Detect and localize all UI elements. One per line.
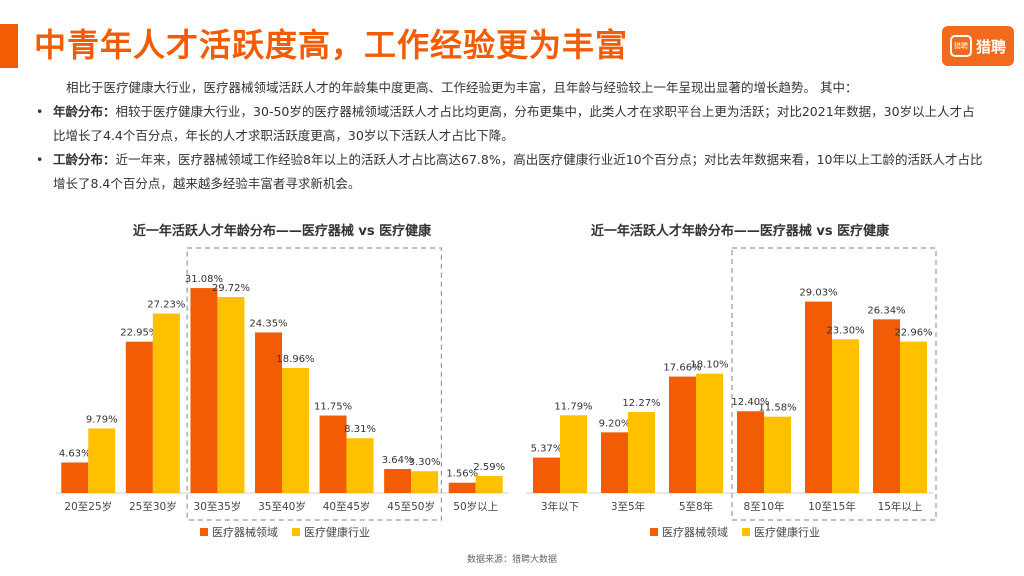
x-tick-label: 10至15年 (808, 500, 856, 513)
data-label: 26.34% (867, 305, 905, 316)
x-tick-label: 15年以上 (878, 500, 923, 513)
bar-device (125, 341, 153, 493)
bullet-dot-icon: • (36, 104, 44, 119)
bar-health (152, 313, 180, 493)
bar-health (900, 341, 927, 493)
data-label: 24.35% (249, 318, 287, 329)
age-distribution-chart: 近一年活跃人才年龄分布——医疗器械 vs 医疗健康 4.63% 9.79% 20至25… (46, 214, 516, 544)
data-label: 29.03% (799, 288, 837, 299)
x-tick-label: 30至35岁 (194, 500, 242, 513)
bar-device (737, 411, 764, 493)
legend-swatch (742, 528, 750, 536)
bar-health (764, 416, 791, 493)
data-label: 1.56% (446, 469, 478, 480)
x-tick-label: 20至25岁 (64, 500, 112, 513)
legend-label: 医疗器械领域 (212, 525, 278, 539)
legend-label: 医疗器械领域 (662, 525, 728, 539)
bullet-experience: • 工龄分布：近一年来，医疗器械领域工作经验8年以上的活跃人才占比高达67.8%… (36, 148, 986, 196)
bullet-heading: 年龄分布 (53, 104, 104, 119)
data-source: 数据来源：猎聘大数据 (466, 555, 557, 565)
title-accent-bar (0, 24, 18, 68)
bar-device (319, 415, 347, 493)
x-tick-label: 35至40岁 (258, 500, 306, 513)
data-label: 17.66% (663, 363, 701, 374)
bar-device (255, 332, 282, 493)
data-label: 31.08% (185, 274, 223, 285)
x-tick-label: 50岁以上 (453, 500, 498, 513)
bar-health (346, 438, 374, 493)
data-label: 11.79% (554, 401, 592, 412)
data-label: 22.95% (120, 328, 158, 339)
bar-device (190, 288, 218, 493)
bar-device (448, 482, 476, 493)
highlight-box (731, 247, 937, 521)
bar-health (832, 339, 859, 493)
data-label: 11.75% (314, 402, 352, 413)
brand-logo: 猎聘 猎聘 (942, 26, 1014, 66)
bar-health (411, 471, 439, 493)
legend-swatch (200, 528, 208, 536)
data-label: 27.23% (147, 299, 185, 310)
bar-device (669, 376, 696, 493)
bullet-dot-icon: • (36, 152, 44, 167)
bar-health (628, 412, 655, 493)
bar-device (873, 319, 900, 493)
x-tick-label: 3至5年 (611, 500, 645, 513)
bullet-age: • 年龄分布：相较于医疗健康大行业，30-50岁的医疗器械领域活跃人才占比均更高… (36, 100, 986, 148)
bar-health (282, 367, 309, 493)
x-tick-label: 25至30岁 (129, 500, 177, 513)
x-tick-label: 3年以下 (541, 500, 579, 513)
experience-chart-svg: 近一年活跃人才年龄分布——医疗器械 vs 医疗健康 5.37% 11.79% 3年以下… (526, 223, 937, 539)
data-label: 4.63% (59, 448, 91, 459)
bar-health (560, 415, 587, 493)
x-tick-label: 40至45岁 (323, 500, 371, 513)
logo-text: 猎聘 (975, 37, 1006, 56)
x-tick-label: 5至8年 (679, 500, 713, 513)
logo-icon: 猎聘 (949, 35, 972, 57)
age-chart-svg: 近一年活跃人才年龄分布——医疗器械 vs 医疗健康 4.63% 9.79% 20至25… (56, 223, 508, 539)
experience-distribution-chart: 近一年活跃人才年龄分布——医疗器械 vs 医疗健康 5.37% 11.79% 3年以下… (516, 214, 976, 544)
data-label: 12.40% (731, 397, 769, 408)
bullet-separator: ： (103, 104, 116, 119)
data-label: 18.96% (276, 354, 314, 365)
intro-paragraph: 相比于医疗健康大行业，医疗器械领域活跃人才的年龄集中度更高、工作经验更为丰富，且… (66, 80, 858, 95)
chart-title: 近一年活跃人才年龄分布——医疗器械 vs 医疗健康 (133, 223, 432, 239)
chart-title: 近一年活跃人才年龄分布——医疗器械 vs 医疗健康 (591, 223, 890, 239)
data-label: 8.31% (344, 424, 376, 435)
bar-health (696, 373, 723, 493)
data-label: 9.20% (599, 418, 631, 429)
page-title: 中青年人才活跃度高，工作经验更为丰富 (34, 26, 629, 64)
bullet-text: 相较于医疗健康大行业，30-50岁的医疗器械领域活跃人才占比均更高，分布更集中，… (53, 104, 975, 143)
bar-device (533, 457, 560, 493)
data-label: 12.27% (622, 398, 660, 409)
summary-text: 相比于医疗健康大行业，医疗器械领域活跃人才的年龄集中度更高、工作经验更为丰富，且… (36, 76, 986, 196)
legend-label: 医疗健康行业 (754, 525, 820, 539)
bar-device (601, 432, 628, 493)
data-label: 2.59% (473, 462, 505, 473)
legend-swatch (650, 528, 658, 536)
data-label: 29.72% (212, 283, 250, 294)
data-label: 3.30% (409, 457, 441, 468)
bullet-separator: ： (103, 152, 116, 167)
legend-label: 医疗健康行业 (304, 525, 370, 539)
highlight-box (186, 247, 443, 521)
bar-health (217, 297, 245, 493)
data-label: 9.79% (86, 414, 118, 425)
bar-health (475, 475, 503, 493)
data-label: 11.58% (758, 403, 796, 414)
data-label: 5.37% (531, 444, 563, 455)
legend-swatch (292, 528, 300, 536)
bar-device (61, 462, 89, 493)
data-label: 18.10% (690, 360, 728, 371)
data-label: 23.30% (826, 325, 864, 336)
x-tick-label: 45至50岁 (387, 500, 435, 513)
x-tick-label: 8至10年 (743, 500, 784, 513)
bar-device (805, 301, 832, 493)
data-label: 3.64% (382, 455, 414, 466)
data-label: 22.96% (894, 328, 932, 339)
bar-device (384, 468, 412, 493)
bar-health (88, 428, 116, 493)
bullet-heading: 工龄分布 (53, 152, 104, 167)
bullet-text: 近一年来，医疗器械领域工作经验8年以上的活跃人才占比高达67.8%，高出医疗健康… (53, 152, 983, 191)
